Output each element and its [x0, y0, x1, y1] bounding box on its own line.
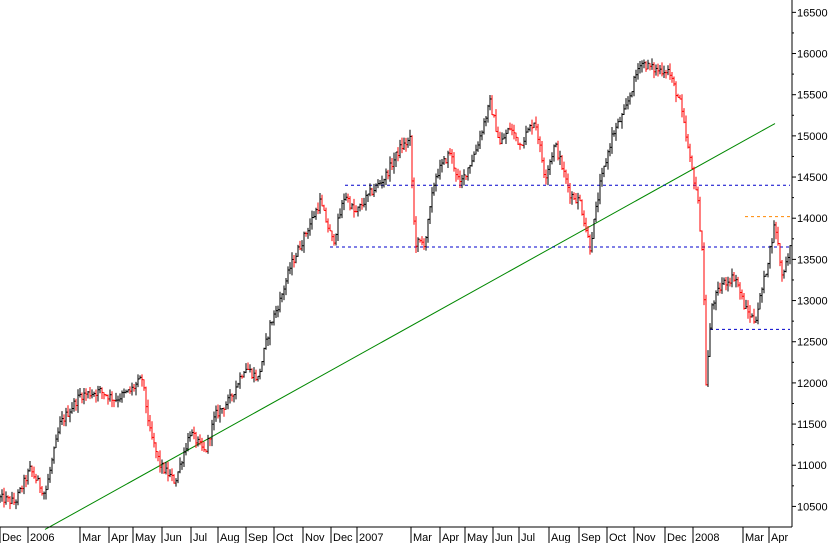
x-axis-ticks: Dec 2006 Mar Apr May Jun Jul Aug Sep Oct Nov Dec 200…	[0, 527, 788, 543]
y-tick-label: 13500	[797, 254, 828, 266]
x-tick-label: Nov	[636, 532, 656, 543]
x-tick-label: Mar	[745, 532, 764, 543]
x-tick-label: Sep	[248, 532, 268, 543]
x-tick-label: Oct	[276, 532, 293, 543]
x-tick-label: Dec	[2, 532, 22, 543]
price-bars	[0, 58, 792, 510]
y-tick-label: 10500	[797, 501, 828, 513]
y-tick-label: 15000	[797, 131, 828, 143]
x-tick-label: Jul	[521, 532, 535, 543]
y-tick-label: 13000	[797, 296, 828, 308]
x-tick-label: 2006	[30, 532, 54, 543]
x-tick-label: Aug	[551, 532, 571, 543]
y-tick-label: 11500	[797, 419, 827, 431]
x-tick-label: Dec	[333, 532, 353, 543]
y-tick-label: 15500	[797, 90, 828, 102]
x-tick-label: Apr	[442, 532, 459, 543]
x-tick-label: May	[467, 532, 488, 543]
y-axis-ticks: 10500 11000 11500 12000 12500 13000 13500 14000…	[792, 7, 828, 513]
x-tick-label: Nov	[305, 532, 325, 543]
x-tick-label: Apr	[771, 532, 788, 543]
y-tick-label: 16500	[797, 7, 828, 19]
trend-line-layer	[44, 123, 776, 530]
x-tick-label: Jul	[193, 532, 207, 543]
plot-background	[0, 0, 792, 527]
x-tick-label: Apr	[111, 532, 128, 543]
x-tick-label: Mar	[82, 532, 101, 543]
y-tick-label: 16000	[797, 49, 828, 61]
x-tick-label: Aug	[220, 532, 240, 543]
y-tick-label: 12000	[797, 378, 828, 390]
trend-line	[44, 123, 776, 530]
x-tick-label: May	[135, 532, 156, 543]
x-tick-label: 2008	[695, 532, 719, 543]
x-tick-label: Oct	[609, 532, 626, 543]
y-tick-label: 11000	[797, 460, 827, 472]
x-tick-label: Mar	[413, 532, 432, 543]
y-tick-label: 12500	[797, 337, 828, 349]
x-tick-label: Jun	[495, 532, 513, 543]
x-tick-label: 2007	[359, 532, 383, 543]
y-tick-label: 14500	[797, 172, 828, 184]
x-tick-label: Dec	[667, 532, 687, 543]
x-tick-label: Sep	[581, 532, 601, 543]
x-tick-label: Jun	[164, 532, 182, 543]
y-tick-label: 14000	[797, 213, 828, 225]
